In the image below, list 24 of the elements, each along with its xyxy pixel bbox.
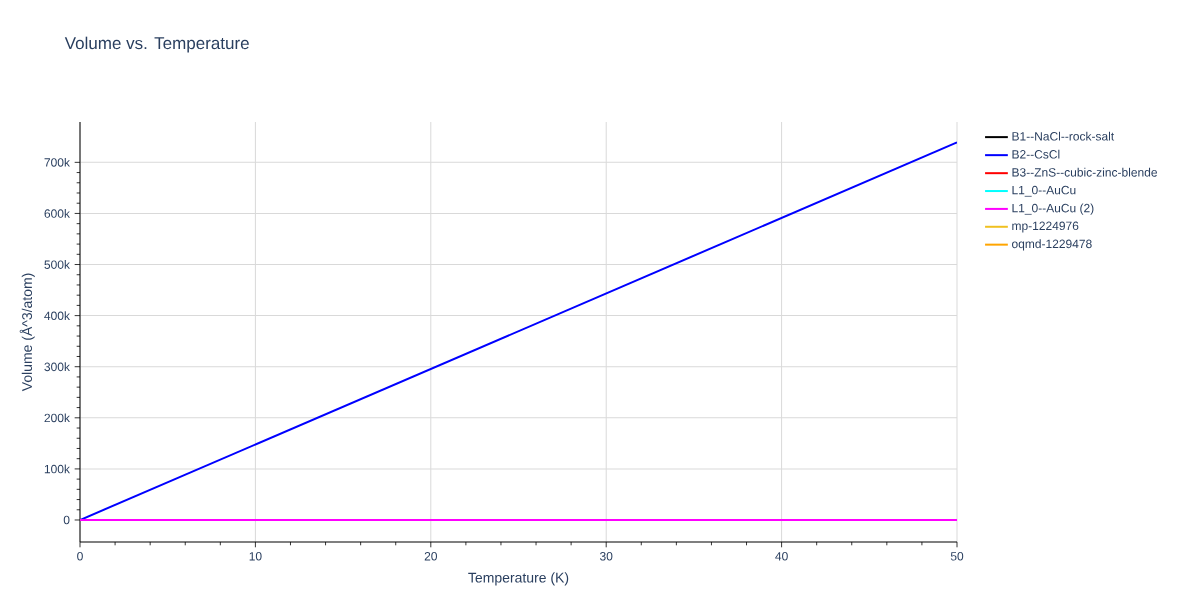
legend-label: L1_0--AuCu [1012,185,1076,197]
y-tick-label: 600k [44,209,70,218]
legend-label: B1--NaCl--rock-salt [1012,131,1115,141]
x-tick-label: 50 [950,552,964,561]
y-tick-label: 100k [44,464,70,474]
y-tick-label: 0 [63,515,70,525]
y-tick-label: 300k [44,362,70,372]
x-tick-label: 30 [599,552,613,561]
legend-label: B2--CsCl [1012,149,1060,159]
legend-label: mp-1224976 [1012,221,1079,233]
chart-title: Volume vs. Temperature [64,36,249,53]
x-tick-label: 10 [249,552,262,561]
x-tick-label: 0 [77,552,83,561]
legend-label: oqmd-1229478 [1012,239,1092,251]
y-tick-label: 700k [44,157,70,167]
x-tick-label: 20 [424,552,438,561]
y-tick-label: 400k [44,311,70,321]
y-tick-label: 200k [44,413,70,423]
y-axis-title: Volume (Å^3/atom) [19,273,35,392]
x-tick-label: 40 [775,552,788,561]
x-axis-title: Temperature (K) [468,572,569,586]
y-tick-label: 500k [44,260,70,269]
legend-label: L1_0--AuCu (2) [1012,203,1094,215]
legend-label: B3--ZnS--cubic-zinc-blende [1012,167,1158,177]
